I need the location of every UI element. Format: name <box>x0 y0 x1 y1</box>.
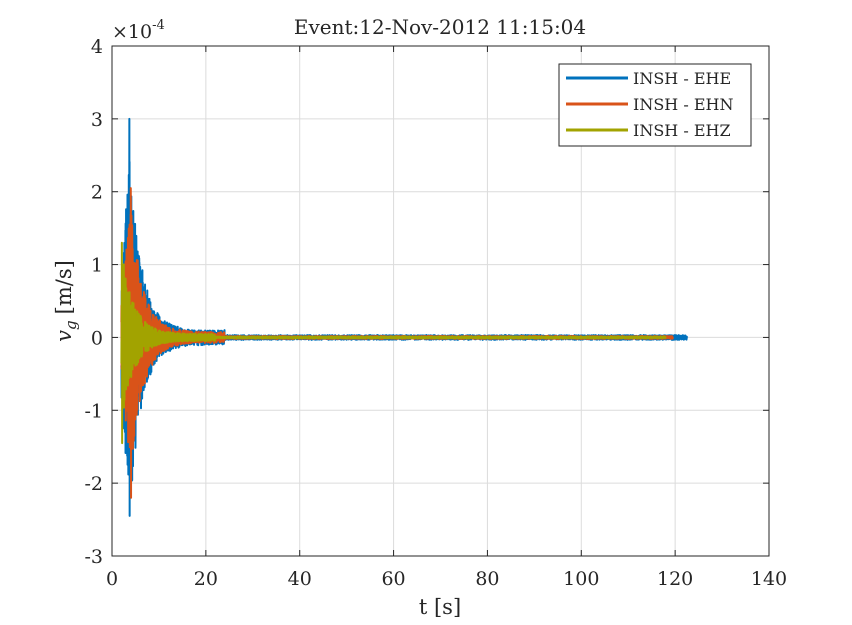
x-tick-label: 60 <box>381 568 405 590</box>
x-tick-label: 140 <box>751 568 787 590</box>
x-tick-label: 80 <box>475 568 499 590</box>
y-tick-label: -1 <box>84 400 103 422</box>
y-tick-label: 4 <box>91 36 103 58</box>
x-tick-label: 120 <box>657 568 693 590</box>
y-axis-label: vg[m/s] <box>52 260 80 342</box>
series-traces <box>120 117 688 517</box>
y-tick-label: 3 <box>91 109 103 131</box>
x-tick-label: 40 <box>288 568 312 590</box>
y-exponent-label: ×10-4 <box>112 18 165 43</box>
y-tick-label: 2 <box>91 182 103 204</box>
y-tick-label: 1 <box>91 255 103 277</box>
chart-title: Event:12-Nov-2012 11:15:04 <box>294 15 586 39</box>
y-tick-label: -2 <box>84 473 103 495</box>
legend-entry: INSH - EHZ <box>633 121 731 140</box>
x-tick-label: 0 <box>106 568 118 590</box>
plot-frame <box>111 45 770 557</box>
series-line-3 <box>120 241 667 445</box>
legend: INSH - EHE INSH - EHN INSH - EHZ <box>558 63 752 147</box>
legend-entry: INSH - EHN <box>633 95 733 114</box>
y-axis-ticks: -3 -2 -1 0 1 2 3 4 <box>84 36 769 568</box>
y-tick-label: 0 <box>91 327 103 349</box>
x-tick-label: 100 <box>563 568 599 590</box>
x-axis-ticks: 0 20 40 60 80 100 120 140 <box>106 46 787 590</box>
x-axis-label: t [s] <box>419 595 461 619</box>
y-tick-label: -3 <box>84 546 103 568</box>
x-tick-label: 20 <box>194 568 218 590</box>
legend-entry: INSH - EHE <box>633 69 731 88</box>
